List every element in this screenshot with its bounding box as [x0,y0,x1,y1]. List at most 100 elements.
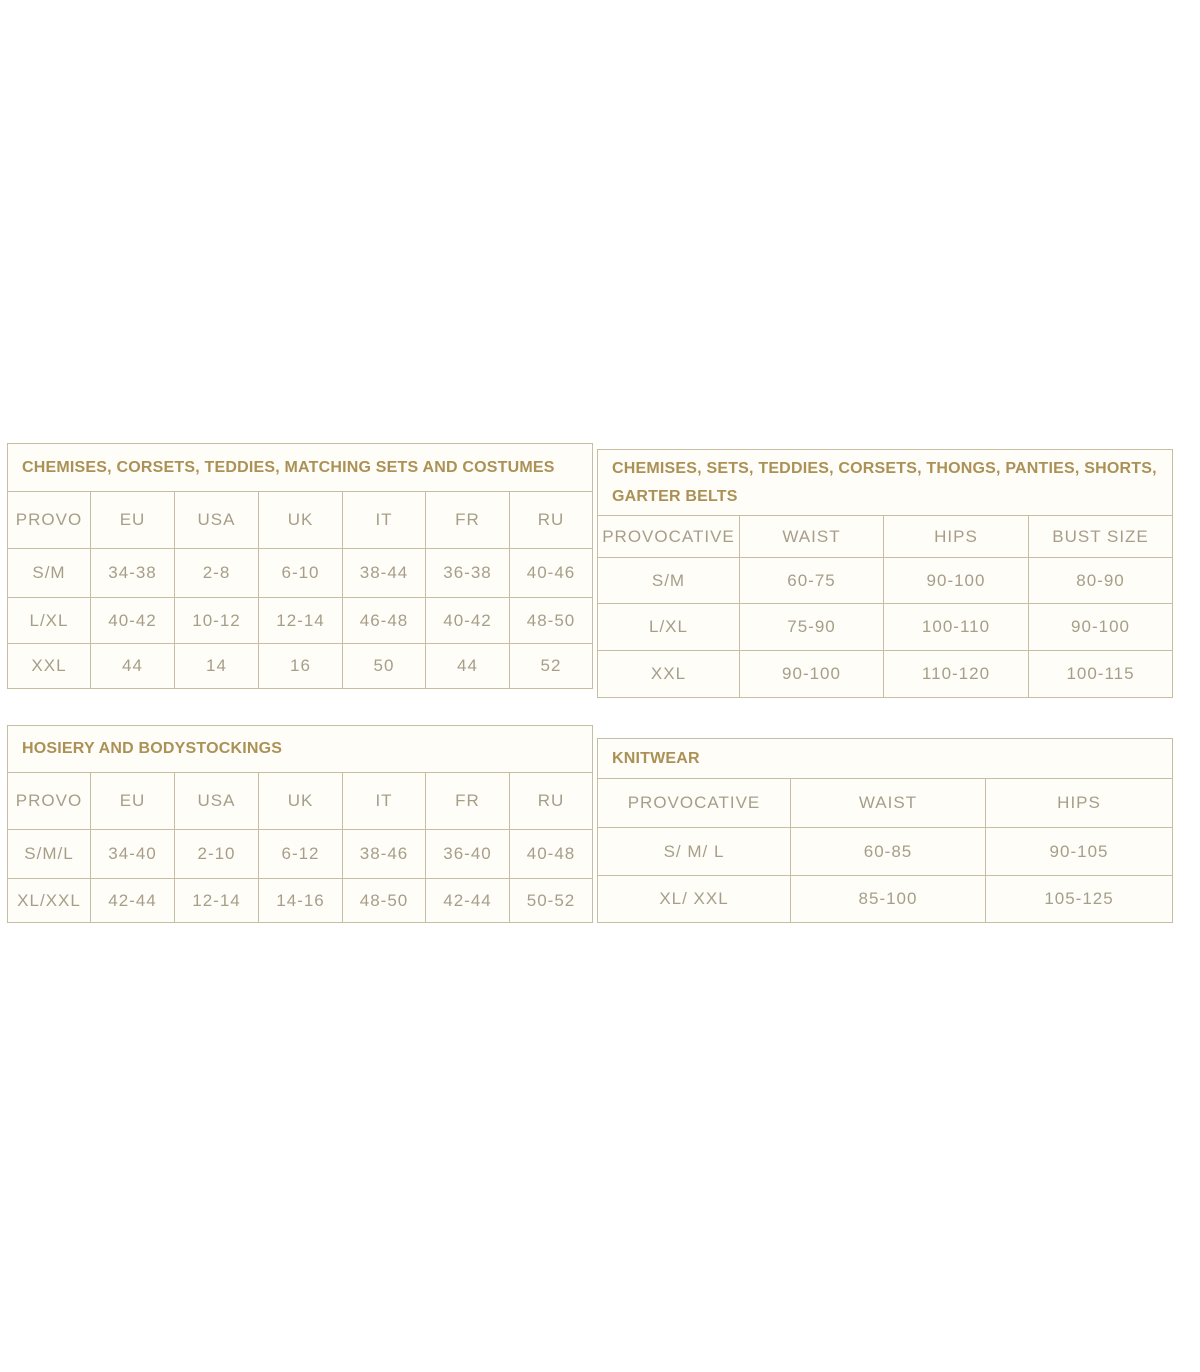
column-header: USA [174,772,259,830]
size-value-cell: 48-50 [342,878,426,923]
column-header: PROVOCATIVE [597,515,740,558]
table-title: HOSIERY AND BODYSTOCKINGS [6,725,594,773]
size-table: HOSIERY AND BODYSTOCKINGS PROVO EU USA UK IT F… [6,725,594,923]
size-value-cell: 14 [174,643,259,689]
size-value-cell: 90-100 [739,650,884,698]
title-row: HOSIERY AND BODYSTOCKINGS [6,725,594,773]
column-header: PROVOCATIVE [597,778,791,828]
size-label-cell: XL/XXL [7,878,91,923]
size-value-cell: 100-115 [1027,650,1174,698]
title-row: CHEMISES, SETS, TEDDIES, CORSETS, THONGS… [596,449,1174,516]
size-label-cell: S/ M/ L [597,827,791,876]
size-label-cell: XXL [597,650,740,698]
size-value-cell: 10-12 [174,597,259,644]
column-header: IT [342,491,426,549]
size-value-cell: 6-12 [258,829,343,879]
size-value-cell: 100-110 [883,603,1029,651]
column-header: PROVO [7,491,91,549]
size-value-cell: 42-44 [90,878,175,923]
size-label-cell: L/XL [7,597,91,644]
table-row: S/M 60-75 90-100 80-90 [597,557,1174,604]
header-row: PROVOCATIVE WAIST HIPS BUST SIZE [597,515,1174,558]
size-value-cell: 36-40 [425,829,510,879]
table-row: S/ M/ L 60-85 90-105 [597,827,1174,876]
size-value-cell: 90-100 [883,557,1029,604]
size-value-cell: 12-14 [258,597,343,644]
column-header: BUST SIZE [1027,515,1174,558]
size-label-cell: XL/ XXL [597,875,791,923]
size-value-cell: 6-10 [258,548,343,598]
size-table: KNITWEAR PROVOCATIVE WAIST HIPS S/ M/ L 60-85… [596,738,1174,923]
size-value-cell: 34-38 [90,548,175,598]
size-value-cell: 38-46 [342,829,426,879]
size-label-cell: XXL [7,643,91,689]
column-header: EU [90,491,175,549]
table-row: XXL 90-100 110-120 100-115 [597,650,1174,698]
size-value-cell: 75-90 [739,603,884,651]
title-row: CHEMISES, CORSETS, TEDDIES, MATCHING SET… [6,443,594,492]
column-header: EU [90,772,175,830]
size-value-cell: 50 [342,643,426,689]
column-header: RU [508,491,594,549]
size-value-cell: 2-8 [174,548,259,598]
column-header: WAIST [739,515,884,558]
size-value-cell: 40-42 [90,597,175,644]
size-value-cell: 40-42 [425,597,510,644]
size-table-chemises-corsets-teddies-sets-costumes: CHEMISES, CORSETS, TEDDIES, MATCHING SET… [6,443,594,689]
table-title: KNITWEAR [596,738,1174,779]
size-value-cell: 40-46 [508,548,594,598]
size-value-cell: 52 [508,643,594,689]
column-header: HIPS [883,515,1029,558]
header-row: PROVOCATIVE WAIST HIPS [597,778,1174,828]
size-value-cell: 60-75 [739,557,884,604]
column-header: WAIST [790,778,986,828]
table-row: L/XL 75-90 100-110 90-100 [597,603,1174,651]
column-header: HIPS [984,778,1174,828]
size-table: CHEMISES, CORSETS, TEDDIES, MATCHING SET… [6,443,594,689]
size-value-cell: 34-40 [90,829,175,879]
size-table-hosiery-bodystockings: HOSIERY AND BODYSTOCKINGS PROVO EU USA UK IT F… [6,725,594,923]
size-value-cell: 42-44 [425,878,510,923]
size-value-cell: 40-48 [508,829,594,879]
table-title: CHEMISES, CORSETS, TEDDIES, MATCHING SET… [6,443,594,492]
table-row: S/M 34-38 2-8 6-10 38-44 36-38 40-46 [7,548,594,598]
size-value-cell: 90-105 [984,827,1174,876]
size-value-cell: 90-100 [1027,603,1174,651]
column-header: USA [174,491,259,549]
size-value-cell: 46-48 [342,597,426,644]
header-row: PROVO EU USA UK IT FR RU [7,772,594,830]
size-label-cell: S/M [597,557,740,604]
table-row: S/M/L 34-40 2-10 6-12 38-46 36-40 40-48 [7,829,594,879]
column-header: IT [342,772,426,830]
size-value-cell: 85-100 [790,875,986,923]
column-header: FR [425,491,510,549]
table-row: XL/XXL 42-44 12-14 14-16 48-50 42-44 50-52 [7,878,594,923]
size-label-cell: L/XL [597,603,740,651]
size-value-cell: 14-16 [258,878,343,923]
size-table-chemises-sets-teddies-corsets-thongs-panties-shorts-garter-belts: CHEMISES, SETS, TEDDIES, CORSETS, THONGS… [596,449,1174,698]
size-value-cell: 12-14 [174,878,259,923]
size-value-cell: 44 [425,643,510,689]
column-header: PROVO [7,772,91,830]
title-row: KNITWEAR [596,738,1174,779]
size-value-cell: 110-120 [883,650,1029,698]
column-header: UK [258,491,343,549]
table-row: XL/ XXL 85-100 105-125 [597,875,1174,923]
size-value-cell: 60-85 [790,827,986,876]
size-value-cell: 36-38 [425,548,510,598]
size-value-cell: 105-125 [984,875,1174,923]
table-row: XXL 44 14 16 50 44 52 [7,643,594,689]
size-label-cell: S/M [7,548,91,598]
size-table-knitwear: KNITWEAR PROVOCATIVE WAIST HIPS S/ M/ L 60-85… [596,738,1174,923]
header-row: PROVO EU USA UK IT FR RU [7,491,594,549]
size-value-cell: 38-44 [342,548,426,598]
size-value-cell: 16 [258,643,343,689]
size-label-cell: S/M/L [7,829,91,879]
size-value-cell: 48-50 [508,597,594,644]
table-row: L/XL 40-42 10-12 12-14 46-48 40-42 48-50 [7,597,594,644]
size-value-cell: 50-52 [508,878,594,923]
table-title: CHEMISES, SETS, TEDDIES, CORSETS, THONGS… [596,449,1174,516]
size-table: CHEMISES, SETS, TEDDIES, CORSETS, THONGS… [596,449,1174,698]
column-header: FR [425,772,510,830]
